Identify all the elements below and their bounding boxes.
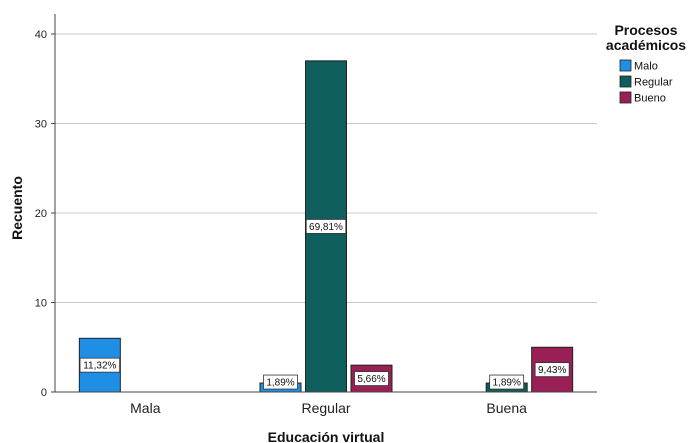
x-category-label: Regular [301,400,350,416]
bar-value-label-text: 69,81% [309,222,343,233]
bar-value-label-box [305,219,347,234]
bar-value-label: 11,32% [79,357,121,373]
bar-value-label-box [489,374,525,390]
bar-value-label-box [354,371,389,386]
legend-swatch [619,75,632,88]
y-tick-label: 20 [35,208,47,220]
bar-value-label: 5,66% [354,371,389,386]
bar-value-label-text: 1,89% [266,378,294,389]
bar-value-label-text: 5,66% [357,374,385,385]
bar-value-label-box [534,362,570,378]
legend-title-line-1: Procesos [614,22,677,38]
legend-entry-label: Regular [634,77,673,89]
bar-value-label: 1,89% [263,374,298,390]
bar-labels: 11,32% 1,89% 69,81% 5,66% 1,89% 9,43% [79,219,570,390]
bar-value-label: 1,89% [489,374,525,390]
y-axis-ticks: 0 10 20 30 40 [35,29,55,399]
y-tick-label: 0 [41,387,47,399]
bar-value-label-text: 9,43% [538,365,566,376]
bar-value-label-box [79,357,121,373]
x-category-label: Buena [486,400,527,416]
axes [54,14,597,393]
legend-swatch [619,91,632,104]
legend-swatch [619,59,632,72]
bar-value-label-text: 11,32% [83,361,116,372]
x-category-label: Mala [130,400,161,416]
bar-value-label-box [263,374,298,390]
legend-title-line-2: académicos [606,37,686,53]
y-tick-label: 30 [35,119,47,131]
legend: Procesos académicos Malo Regular Bueno [606,22,686,105]
x-axis-categories: Mala Regular Buena [130,400,527,416]
x-axis-title: Educación virtual [268,429,385,443]
legend-entry-label: Bueno [634,93,666,105]
y-axis-title: Recuento [9,176,25,240]
y-tick-label: 10 [35,298,47,310]
bar-value-label: 69,81% [305,219,347,234]
bar-value-label: 9,43% [534,362,570,378]
bar-value-label-text: 1,89% [492,378,520,389]
y-tick-label: 40 [35,29,47,41]
legend-entry-label: Malo [634,61,658,73]
